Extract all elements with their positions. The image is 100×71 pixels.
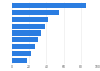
Bar <box>12 37 38 42</box>
Bar <box>12 58 28 63</box>
Bar <box>12 51 31 56</box>
Bar <box>12 10 59 15</box>
Bar <box>12 3 86 8</box>
Bar <box>12 30 41 36</box>
Bar <box>12 44 35 49</box>
Bar <box>12 17 48 22</box>
Bar <box>12 24 45 29</box>
